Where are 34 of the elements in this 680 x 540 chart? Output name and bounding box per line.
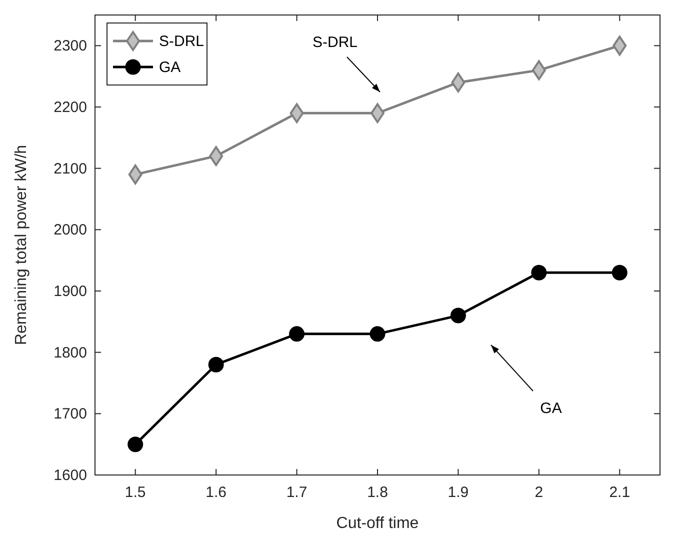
point <box>612 36 627 56</box>
y-tick-label: 1700 <box>54 406 87 423</box>
annotation: GA <box>540 400 562 417</box>
point <box>128 436 144 452</box>
x-tick-label: 2 <box>534 484 544 501</box>
y-tick-label: 1600 <box>54 467 87 484</box>
y-tick-label: 1800 <box>54 344 87 362</box>
x-tick-label: 1.8 <box>367 484 388 501</box>
y-tick-label: 2000 <box>54 222 87 239</box>
x-tick-label: 2.1 <box>609 484 630 501</box>
point <box>289 326 305 342</box>
y-axis-title: Remaining total power kW/h <box>13 144 30 346</box>
legend-label: GA <box>159 59 181 76</box>
point <box>208 356 224 372</box>
point <box>209 146 224 166</box>
point <box>451 72 466 92</box>
x-tick-label: 1.6 <box>206 484 226 501</box>
annotation: S-DRL <box>312 34 358 51</box>
legend-label: S-DRL <box>159 33 204 50</box>
y-tick-label: 1900 <box>54 283 87 300</box>
point <box>531 264 547 280</box>
point <box>450 308 466 324</box>
point <box>370 326 386 342</box>
x-tick-label: 1.9 <box>448 484 469 501</box>
y-tick-label: 2100 <box>54 160 87 178</box>
point <box>290 103 304 124</box>
x-tick-label: 1.7 <box>286 484 308 501</box>
point <box>532 60 546 80</box>
y-tick-label: 2300 <box>54 38 87 55</box>
x-tick-label: 1.5 <box>124 484 146 501</box>
point <box>612 264 628 280</box>
y-tick-label: 2200 <box>54 99 87 116</box>
x-axis-title: Cut-off time <box>336 515 419 532</box>
point <box>128 164 142 184</box>
